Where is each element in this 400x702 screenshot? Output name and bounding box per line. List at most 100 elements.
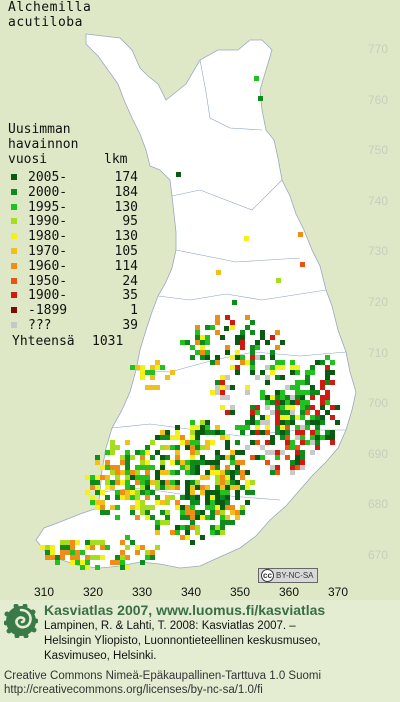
occurrence-cell <box>135 515 140 520</box>
legend-item-count: 184 <box>114 184 138 200</box>
occurrence-cell <box>130 365 135 370</box>
occurrence-cell <box>265 395 270 400</box>
occurrence-cell <box>215 450 220 455</box>
occurrence-cell <box>255 425 260 430</box>
legend-item-label: 1970- <box>28 244 68 259</box>
occurrence-cell <box>175 445 180 450</box>
legend-swatch <box>11 262 17 269</box>
occurrence-cell <box>125 485 130 490</box>
occurrence-cell <box>330 415 335 420</box>
occurrence-cell <box>145 450 150 455</box>
occurrence-cell <box>240 510 245 515</box>
occurrence-cell <box>135 365 140 370</box>
occurrence-cell <box>220 505 225 510</box>
occurrence-cell <box>215 380 220 385</box>
occurrence-cell <box>110 465 115 470</box>
occurrence-cell <box>165 480 170 485</box>
occurrence-cell <box>200 485 205 490</box>
occurrence-cell <box>110 485 115 490</box>
footer <box>0 600 400 702</box>
y-tick-label: 760 <box>368 92 389 107</box>
occurrence-cell <box>100 475 105 480</box>
occurrence-cell <box>90 555 95 560</box>
y-tick-label: 680 <box>368 497 389 512</box>
occurrence-cell <box>200 490 205 495</box>
occurrence-cell <box>265 420 270 425</box>
occurrence-cell <box>220 455 225 460</box>
occurrence-cell <box>175 455 180 460</box>
legend-swatch <box>11 233 17 240</box>
y-tick-label: 750 <box>368 143 389 158</box>
x-tick-label: 350 <box>230 585 251 599</box>
occurrence-cell <box>170 485 175 490</box>
occurrence-cell <box>225 515 230 520</box>
occurrence-cell <box>125 490 130 495</box>
occurrence-cell <box>225 485 230 490</box>
occurrence-cell <box>95 455 100 460</box>
occurrence-cell <box>245 360 250 365</box>
occurrence-cell <box>200 350 205 355</box>
occurrence-cell <box>195 460 200 465</box>
occurrence-cell <box>225 505 230 510</box>
atlas-title-link[interactable]: Kasviatlas 2007, www.luomus.fi/kasviatla… <box>44 602 326 618</box>
occurrence-cell <box>220 510 225 515</box>
occurrence-cell <box>195 495 200 500</box>
occurrence-cell <box>120 460 125 465</box>
occurrence-cell <box>60 555 65 560</box>
occurrence-cell <box>230 325 235 330</box>
occurrence-cell <box>300 465 305 470</box>
occurrence-cell <box>195 340 200 345</box>
occurrence-cell <box>50 545 55 550</box>
occurrence-cell <box>250 490 255 495</box>
occurrence-cell <box>155 385 160 390</box>
occurrence-cell <box>120 565 125 570</box>
occurrence-cell <box>205 425 210 430</box>
occurrence-cell <box>100 500 105 505</box>
occurrence-cell <box>190 465 195 470</box>
occurrence-cell <box>160 485 165 490</box>
occurrence-cell <box>55 555 60 560</box>
occurrence-cell <box>150 490 155 495</box>
occurrence-cell <box>295 430 300 435</box>
occurrence-cell <box>155 485 160 490</box>
license-url-link[interactable]: http://creativecommons.org/licenses/by-n… <box>4 684 263 696</box>
x-tick-label: 360 <box>279 585 300 599</box>
occurrence-cell <box>275 470 280 475</box>
legend-swatch <box>11 307 17 314</box>
occurrence-cell <box>130 490 135 495</box>
occurrence-cell <box>105 485 110 490</box>
occurrence-cell <box>200 445 205 450</box>
occurrence-cell <box>276 278 281 283</box>
occurrence-cell <box>75 560 80 565</box>
occurrence-cell <box>165 500 170 505</box>
occurrence-cell <box>140 490 145 495</box>
occurrence-cell <box>190 540 195 545</box>
cc-license-badge[interactable]: cc BY-NC-SA <box>258 568 318 583</box>
occurrence-cell <box>190 470 195 475</box>
occurrence-cell <box>190 425 195 430</box>
occurrence-cell <box>200 475 205 480</box>
occurrence-cell <box>125 470 130 475</box>
occurrence-cell <box>185 440 190 445</box>
occurrence-cell <box>205 515 210 520</box>
occurrence-cell <box>300 410 305 415</box>
occurrence-cell <box>140 505 145 510</box>
occurrence-cell <box>210 510 215 515</box>
occurrence-cell <box>280 415 285 420</box>
occurrence-cell <box>180 535 185 540</box>
occurrence-cell <box>85 545 90 550</box>
occurrence-cell <box>280 410 285 415</box>
y-tick-label: 770 <box>368 42 389 56</box>
occurrence-cell <box>135 545 140 550</box>
occurrence-cell <box>190 430 195 435</box>
occurrence-cell <box>250 330 255 335</box>
occurrence-cell <box>250 430 255 435</box>
occurrence-cell <box>100 465 105 470</box>
occurrence-cell <box>110 505 115 510</box>
occurrence-cell <box>275 360 280 365</box>
occurrence-cell <box>255 375 260 380</box>
occurrence-cell <box>195 500 200 505</box>
occurrence-cell <box>165 375 170 380</box>
occurrence-cell <box>215 500 220 505</box>
occurrence-cell <box>190 420 195 425</box>
